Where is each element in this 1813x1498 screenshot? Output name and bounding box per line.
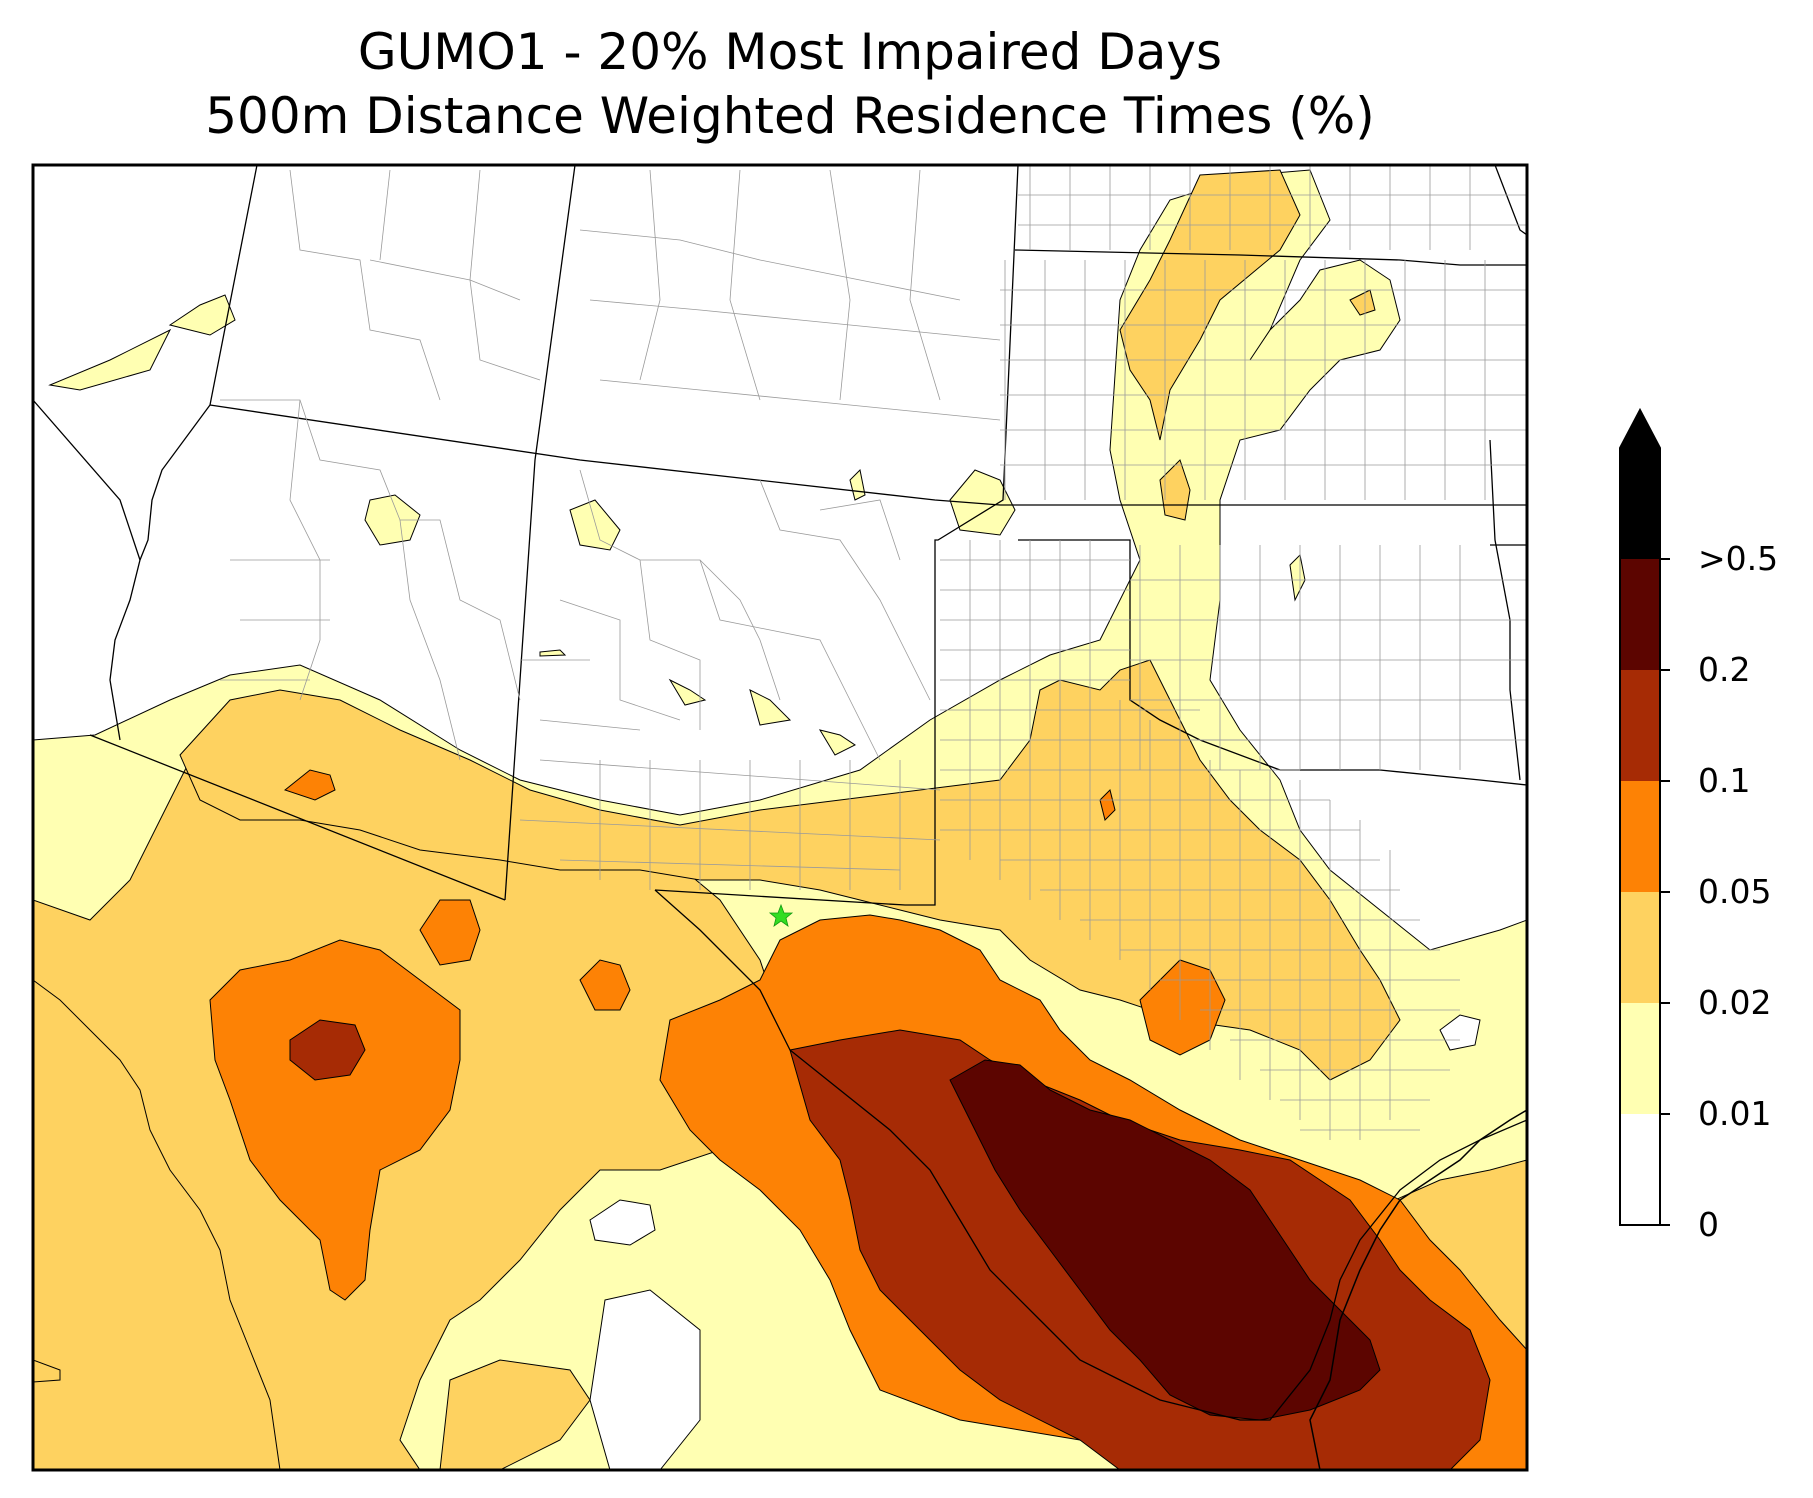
colorbar-extend-arrow <box>1620 410 1660 448</box>
map-title-line2: 500m Distance Weighted Residence Times (… <box>205 87 1375 145</box>
county-grid <box>519 165 1527 1140</box>
state-boundaries <box>33 165 1527 1421</box>
colorbar-swatch <box>1620 1114 1660 1225</box>
colorbar-tick-label: 0.05 <box>1698 872 1772 911</box>
colorbar-swatch <box>1620 781 1660 892</box>
mexico-west-coast <box>33 979 281 1470</box>
colorbar-tick-label: 0.2 <box>1698 650 1751 689</box>
colorbar-outline <box>1619 407 1661 1226</box>
colorbar-swatch <box>1620 892 1660 1003</box>
colorbar-tick-label: 0.01 <box>1698 1094 1772 1133</box>
band-0.2 <box>949 1059 1381 1421</box>
site-star-icon <box>768 903 794 927</box>
colorbar-swatch <box>1620 1003 1660 1114</box>
colorbar-tick-label: 0.02 <box>1698 983 1772 1022</box>
colorbar-tick-label: 0.1 <box>1698 761 1751 800</box>
gulf-coastline <box>1309 1109 1527 1470</box>
map-frame <box>31 163 1529 1472</box>
colorbar-swatch <box>1620 448 1660 559</box>
colorbar-swatch <box>1620 559 1660 670</box>
map-title-line1: GUMO1 - 20% Most Impaired Days <box>357 23 1223 81</box>
colorbar-swatch <box>1620 670 1660 781</box>
colorbar-tick-label: >0.5 <box>1698 539 1779 578</box>
colorbar-tick-label: 0 <box>1698 1205 1719 1244</box>
contour-field <box>33 165 1527 1470</box>
county-lines-west <box>220 169 1001 761</box>
colorbar <box>1619 407 1670 1226</box>
